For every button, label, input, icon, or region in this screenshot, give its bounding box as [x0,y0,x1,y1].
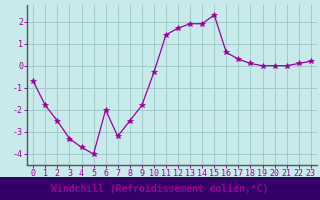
Text: Windchill (Refroidissement éolien,°C): Windchill (Refroidissement éolien,°C) [51,183,269,194]
